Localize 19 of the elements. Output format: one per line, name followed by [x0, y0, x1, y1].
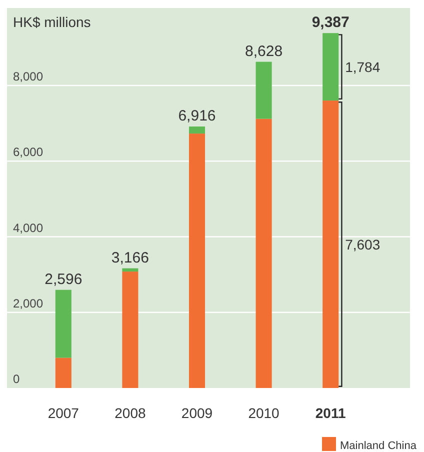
total-label: 3,166: [111, 249, 149, 266]
y-tick-label: 6,000: [13, 145, 44, 160]
x-tick-label: 2007: [48, 405, 80, 421]
total-label: 2,596: [44, 270, 82, 288]
y-tick-label: 2,000: [13, 296, 44, 310]
x-tick-label: 2011: [315, 405, 346, 421]
y-tick-label: 0: [13, 372, 20, 386]
total-label: 8,628: [245, 42, 283, 60]
y-axis-title: HK$ millions: [13, 14, 91, 30]
y-tick-label: 8,000: [13, 70, 44, 84]
x-tick-label: 2008: [114, 405, 146, 421]
annotation: 1,784: [345, 58, 380, 75]
annotation: 7,603: [345, 236, 380, 252]
x-tick-label: 2010: [248, 405, 280, 421]
x-tick-label: 2009: [181, 405, 213, 421]
legend-label: Mainland China: [340, 440, 418, 452]
total-label: 6,916: [178, 108, 216, 125]
total-label: 9,387: [312, 14, 350, 32]
y-tick-label: 4,000: [13, 220, 44, 235]
